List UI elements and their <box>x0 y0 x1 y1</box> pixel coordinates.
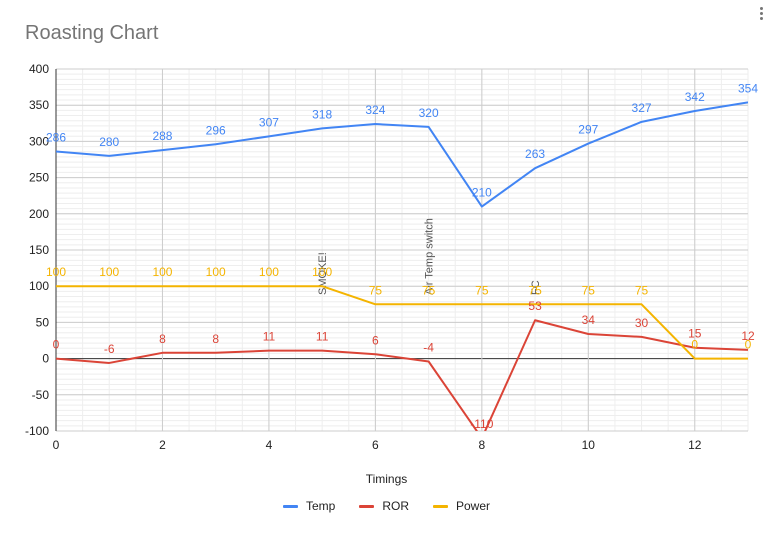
legend-label-power: Power <box>456 499 491 513</box>
y-tick-label: 150 <box>29 243 49 257</box>
x-tick-label: 0 <box>53 438 60 452</box>
x-tick-label: 12 <box>688 438 702 452</box>
annotation-label: SMOKE! <box>317 252 329 295</box>
legend-label-temp: Temp <box>305 499 336 513</box>
series-line-temp <box>56 101 748 208</box>
data-label-power: 100 <box>46 265 66 279</box>
data-label-power: 75 <box>635 283 649 297</box>
data-label-temp: 288 <box>152 129 172 143</box>
data-label-temp: 320 <box>419 106 439 120</box>
data-label-power: 100 <box>259 265 279 279</box>
data-label-power: 75 <box>475 283 489 297</box>
x-tick-label: 8 <box>479 438 486 452</box>
data-label-ror: 8 <box>212 332 219 346</box>
data-label-temp: 318 <box>312 107 332 121</box>
more-options-icon[interactable] <box>756 6 766 24</box>
y-tick-label: 0 <box>42 352 49 366</box>
legend-label-ror: ROR <box>382 499 409 513</box>
legend-item-temp[interactable]: Temp <box>282 499 336 513</box>
data-label-power: 0 <box>745 338 752 352</box>
y-tick-label: 100 <box>29 279 49 293</box>
y-tick-label: 400 <box>29 62 49 76</box>
data-label-temp: 286 <box>46 131 66 145</box>
y-tick-label: 300 <box>29 134 49 148</box>
x-tick-label: 4 <box>266 438 273 452</box>
data-label-temp: 297 <box>578 123 598 137</box>
data-label-power: 100 <box>312 265 332 279</box>
data-label-temp: 307 <box>259 115 279 129</box>
data-label-ror: 12 <box>741 329 755 343</box>
series-line-power <box>56 285 748 360</box>
data-label-ror: -110 <box>470 417 493 431</box>
data-label-power: 0 <box>691 338 698 352</box>
data-label-temp: 354 <box>738 81 758 95</box>
data-label-temp: 296 <box>206 123 226 137</box>
data-label-ror: 11 <box>316 330 329 344</box>
data-label-ror: 6 <box>372 333 379 347</box>
series-line-ror <box>56 319 748 431</box>
data-label-power: 100 <box>206 265 226 279</box>
legend-swatch-temp <box>282 504 298 508</box>
data-label-ror: 8 <box>159 332 166 346</box>
data-label-ror: 34 <box>582 313 596 327</box>
data-label-ror: 30 <box>635 316 649 330</box>
data-label-power: 75 <box>369 283 383 297</box>
data-label-ror: 53 <box>528 299 542 313</box>
data-label-temp: 263 <box>525 147 545 161</box>
data-label-temp: 324 <box>365 103 385 117</box>
data-label-temp: 210 <box>472 186 492 200</box>
legend: Temp ROR Power <box>0 499 773 513</box>
y-tick-label: 200 <box>29 207 49 221</box>
data-label-temp: 327 <box>632 101 652 115</box>
x-tick-label: 10 <box>582 438 596 452</box>
y-tick-label: -50 <box>32 388 50 402</box>
y-tick-label: -100 <box>25 424 49 438</box>
chart-title: Roasting Chart <box>25 22 159 44</box>
y-tick-label: 350 <box>29 98 49 112</box>
data-label-ror: 15 <box>688 327 702 341</box>
data-label-power: 75 <box>528 283 542 297</box>
legend-item-power[interactable]: Power <box>433 499 490 513</box>
data-label-ror: 11 <box>263 330 276 344</box>
x-tick-label: 6 <box>372 438 379 452</box>
data-label-ror: 0 <box>53 338 60 352</box>
y-tick-label: 250 <box>29 171 49 185</box>
y-tick-label: 50 <box>36 315 50 329</box>
annotation-label: FC <box>530 280 542 295</box>
annotation-label: Air Temp switch <box>424 218 436 295</box>
data-label-power: 100 <box>152 265 172 279</box>
data-label-temp: 280 <box>99 135 119 149</box>
data-label-power: 75 <box>582 283 596 297</box>
legend-swatch-power <box>433 504 448 508</box>
legend-item-ror[interactable]: ROR <box>359 499 409 513</box>
data-label-ror: -4 <box>423 340 434 354</box>
data-label-ror: -6 <box>104 342 115 356</box>
legend-swatch-ror <box>359 504 375 508</box>
data-label-temp: 342 <box>685 90 705 104</box>
data-label-power: 75 <box>422 283 436 297</box>
data-label-power: 100 <box>99 265 119 279</box>
x-axis-title: Timings <box>365 472 408 486</box>
x-tick-label: 2 <box>159 438 166 452</box>
